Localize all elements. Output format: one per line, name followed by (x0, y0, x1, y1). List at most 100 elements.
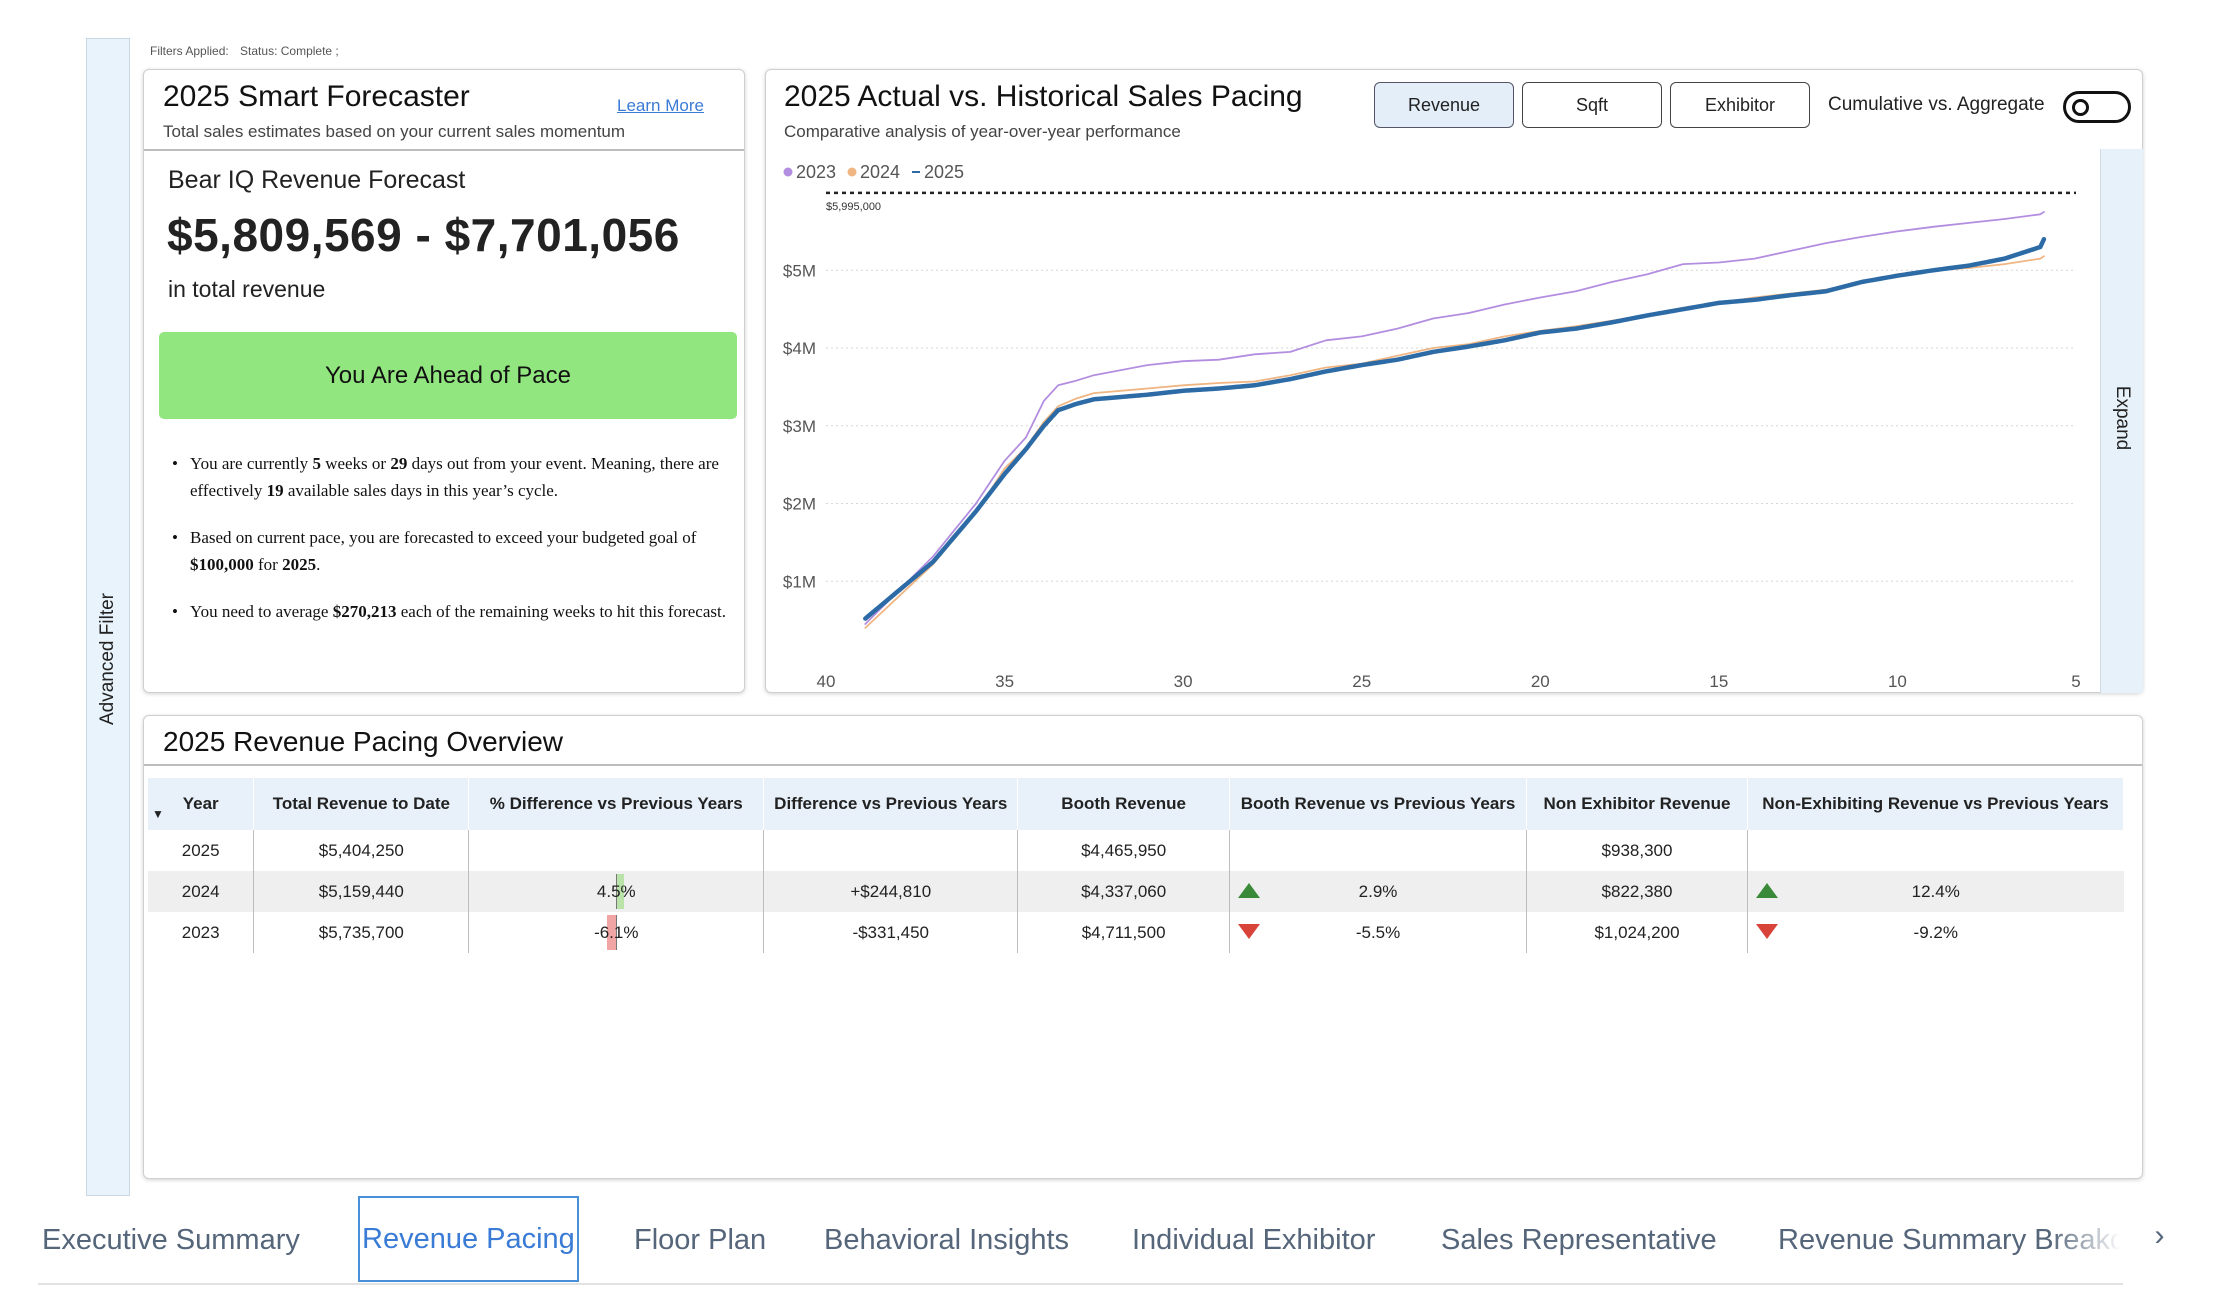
tab-revenue-pacing[interactable]: Revenue Pacing (358, 1196, 579, 1282)
cell-booth-revenue: $4,711,500 (1017, 912, 1231, 953)
column-header-label: Year (182, 794, 219, 813)
cell-difference: -$331,450 (763, 912, 1019, 953)
cell-total-revenue: $5,735,700 (253, 912, 470, 953)
tab-executive-summary[interactable]: Executive Summary (42, 1223, 300, 1256)
table-header-row: ▼ Year Total Revenue to Date % Differenc… (148, 778, 2125, 830)
cumulative-toggle-label: Cumulative vs. Aggregate (1828, 94, 2045, 115)
advanced-filter-panel[interactable]: Advanced Filter (86, 38, 130, 1196)
pacing-title: 2025 Actual vs. Historical Sales Pacing (784, 80, 1303, 113)
column-header-booth-revenue[interactable]: Booth Revenue (1017, 778, 1231, 830)
revenue-overview-table: ▼ Year Total Revenue to Date % Differenc… (148, 778, 2125, 953)
budget-year-value: 2025 (282, 555, 317, 574)
tab-behavioral-insights[interactable]: Behavioral Insights (824, 1223, 1070, 1256)
bullet-text: each of the remaining weeks to hit this … (396, 602, 726, 621)
expand-panel[interactable]: Expand (2100, 149, 2143, 693)
column-header-total-revenue[interactable]: Total Revenue to Date (253, 778, 470, 830)
bullet-text: You are currently (190, 454, 313, 473)
tab-sales-representative[interactable]: Sales Representative (1441, 1223, 1717, 1256)
reference-line-label: $5,995,000 (826, 201, 881, 213)
weeks-out-value: 5 (312, 454, 321, 473)
column-header-non-exhibitor-revenue[interactable]: Non Exhibitor Revenue (1526, 778, 1748, 830)
y-tick-label: $4M (783, 339, 816, 358)
tabs-underline (38, 1283, 2123, 1285)
legend-marker-2024 (847, 167, 857, 177)
pct-difference-value: -6.1% (594, 922, 639, 942)
triangle-down-icon (1755, 924, 1778, 939)
filters-value: Status: Complete ; (240, 44, 339, 58)
filters-applied: Filters Applied: Status: Complete ; (150, 44, 339, 58)
y-tick-label: $5M (783, 261, 816, 280)
pct-difference-value: 4.5% (596, 881, 636, 901)
x-tick-label: 10 (1888, 672, 1907, 691)
overview-title: 2025 Revenue Pacing Overview (163, 726, 564, 757)
triangle-up-icon (1755, 883, 1778, 898)
table-row[interactable]: 2024 $5,159,440 4.5% +$244,810 $4,337,060 2.9… (148, 871, 2124, 912)
series-line-2024 (864, 255, 2045, 629)
x-tick-label: 5 (2071, 672, 2080, 691)
sales-days-value: 19 (266, 481, 284, 500)
cell-non-exhibiting-vs-previous (1747, 830, 2123, 871)
days-out-value: 29 (390, 454, 408, 473)
x-tick-label: 20 (1531, 672, 1550, 691)
cell-booth-revenue: $4,337,060 (1017, 871, 1231, 912)
cell-year: 2025 (148, 830, 255, 871)
table-row[interactable]: 2025 $5,404,250 $4,465,950 $938,300 (148, 830, 2124, 871)
cell-pct-difference: 4.5% (468, 871, 765, 912)
pct-difference-bar (606, 915, 617, 950)
booth-pct-value: 2.9% (1358, 881, 1398, 901)
column-header-pct-difference[interactable]: % Difference vs Previous Years (468, 778, 765, 830)
forecast-range-note: in total revenue (168, 276, 326, 302)
legend-marker-2023 (783, 167, 793, 177)
non-exhibiting-pct-value: 12.4% (1911, 881, 1960, 901)
forecast-bullets: You are currently 5 weeks or 29 days out… (172, 450, 732, 645)
toggle-knob (2072, 99, 2089, 116)
sqft-button[interactable]: Sqft (1522, 82, 1662, 128)
column-header-booth-vs-previous[interactable]: Booth Revenue vs Previous Years (1229, 778, 1528, 830)
cell-booth-revenue: $4,465,950 (1017, 830, 1231, 871)
revenue-button[interactable]: Revenue (1374, 82, 1514, 128)
advanced-filter-label: Advanced Filter (97, 592, 118, 726)
x-tick-label: 25 (1352, 672, 1371, 691)
cell-pct-difference (468, 830, 765, 871)
cell-pct-difference: -6.1% (468, 912, 765, 953)
bullet-weeks-out: You are currently 5 weeks or 29 days out… (172, 450, 732, 504)
learn-more-link[interactable]: Learn More (617, 96, 704, 115)
forecaster-subtitle: Total sales estimates based on your curr… (163, 122, 626, 141)
bullet-text: weeks or (320, 454, 391, 473)
bullet-text: You need to average (190, 602, 333, 621)
expand-label: Expand (2112, 385, 2133, 451)
y-tick-label: $1M (783, 572, 816, 591)
tab-individual-exhibitor[interactable]: Individual Exhibitor (1132, 1223, 1376, 1256)
x-tick-label: 40 (817, 672, 836, 691)
chevron-right-icon[interactable]: › (2123, 1196, 2196, 1276)
bullet-text: Based on current pace, you are forecaste… (190, 528, 697, 547)
cell-non-exhibitor-revenue: $1,024,200 (1526, 912, 1748, 953)
bullet-text: for (253, 555, 283, 574)
pacing-subtitle: Comparative analysis of year-over-year p… (784, 122, 1181, 141)
forecaster-title: 2025 Smart Forecaster (163, 80, 470, 113)
cell-difference: +$244,810 (763, 871, 1019, 912)
non-exhibiting-pct-value: -9.2% (1913, 922, 1958, 942)
pct-axis-line (616, 874, 618, 909)
bullet-text: available sales days in this year’s cycl… (283, 481, 559, 500)
cell-non-exhibiting-vs-previous: -9.2% (1747, 912, 2123, 953)
booth-pct-value: -5.5% (1355, 922, 1401, 942)
cell-booth-vs-previous (1229, 830, 1528, 871)
cell-year: 2024 (148, 871, 255, 912)
exhibitor-button[interactable]: Exhibitor (1670, 82, 1810, 128)
tab-floor-plan[interactable]: Floor Plan (634, 1223, 767, 1256)
sort-desc-icon[interactable]: ▼ (152, 807, 164, 821)
table-row[interactable]: 2023 $5,735,700 -6.1% -$331,450 $4,711,500 -5… (148, 912, 2124, 953)
column-header-non-exhibiting-vs-previous[interactable]: Non-Exhibiting Revenue vs Previous Years (1747, 778, 2125, 830)
cumulative-aggregate-toggle[interactable] (2063, 91, 2131, 123)
legend-label-2023: 2023 (796, 162, 836, 182)
cell-non-exhibitor-revenue: $822,380 (1526, 871, 1748, 912)
column-header-year[interactable]: ▼ Year (148, 778, 255, 830)
tabs-fade (2050, 1196, 2123, 1282)
bullet-text: . (316, 555, 321, 574)
y-tick-label: $3M (783, 417, 816, 436)
bullet-text: days out from your event. Meaning, there… (190, 454, 719, 500)
revenue-overview-card: 2025 Revenue Pacing Overview ▼ Year Tota… (143, 715, 2143, 1179)
legend-label-2025: 2025 (924, 162, 964, 182)
column-header-difference[interactable]: Difference vs Previous Years (763, 778, 1019, 830)
